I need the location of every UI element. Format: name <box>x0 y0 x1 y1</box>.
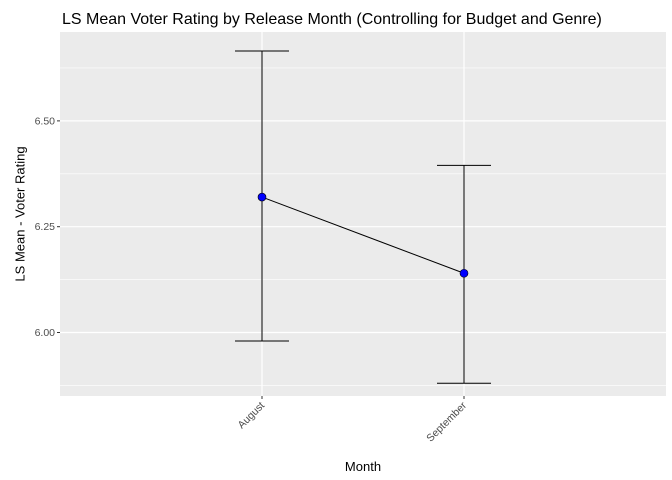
y-tick-label: 6.50 <box>35 115 56 127</box>
y-axis-label: LS Mean - Voter Rating <box>13 146 28 281</box>
y-axis: 6.00 6.25 6.50 <box>35 115 60 339</box>
x-axis: August September <box>236 396 469 444</box>
data-marks <box>235 50 491 384</box>
x-tick-label: September <box>424 399 469 444</box>
data-point <box>257 192 267 202</box>
y-tick-label: 6.25 <box>35 221 56 233</box>
grid-minor <box>60 67 666 386</box>
x-tick-label: August <box>236 400 268 432</box>
data-point <box>459 268 469 278</box>
plot-panel <box>60 32 666 396</box>
chart-title: LS Mean Voter Rating by Release Month (C… <box>62 11 602 28</box>
x-axis-label: Month <box>345 459 381 474</box>
y-tick-label: 6.00 <box>35 327 56 339</box>
series-line <box>261 196 465 274</box>
